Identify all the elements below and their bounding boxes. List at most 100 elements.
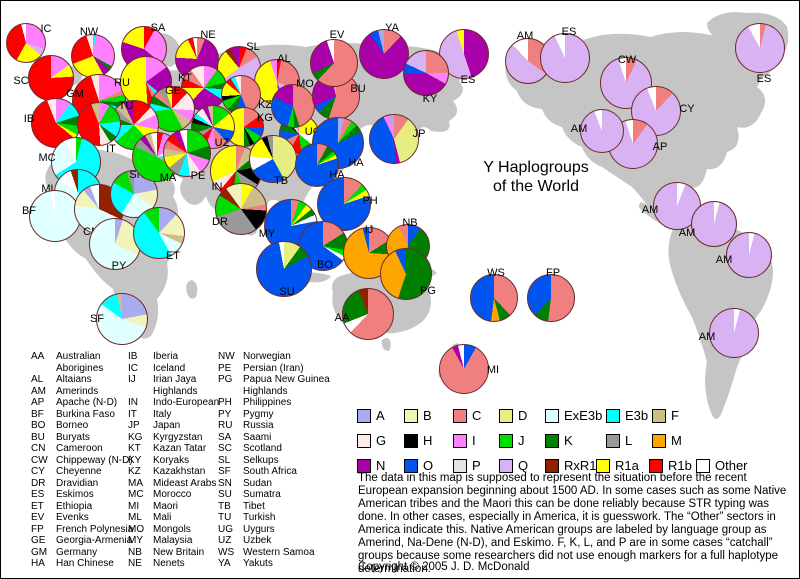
pie-label-BU: BU [350,83,366,95]
abbrev-IN: IN Indo-European [128,397,220,409]
pie-MO [271,84,315,128]
pie-FP [527,274,575,322]
legend-swatch-I [453,433,467,448]
abbrev-name: Indo-European [153,397,220,408]
abbrev-name: Tibet [243,500,265,512]
haplogroup-legend: A B C D ExE3b E3b F G H I J K L M N O P Q RxR1 R1a R1b Other [357,403,748,478]
abbrev-code: BU [31,431,45,443]
abbrev-name: Cameroon [56,443,103,454]
pie-label-JP: JP [412,128,426,140]
abbrev-code: IJ [128,374,136,385]
abbrev-name: Sudan [243,477,272,489]
legend-item-D: D [499,408,545,423]
abbrev-UZ: UZ Uzbek [218,535,343,547]
pie-label-KG: KG [257,112,273,124]
abbrev-code: SC [218,443,232,454]
pie-AM-brazil [726,232,772,278]
abbrev-name: Iberia [153,351,179,362]
abbrev-code: AA [31,351,45,362]
legend-label-R1b: R1b [668,458,692,473]
legend-swatch-C [453,408,467,423]
abbrev-MA: MA Mideast Arabs [128,478,220,490]
legend-label-F: F [671,408,679,423]
abbrev-BO: BO Borneo [31,420,141,432]
pie-label-KY: KY [422,93,438,105]
abbrev-name: Irian Jaya Highlands [153,374,198,397]
pie-label-RU: RU [114,77,130,89]
abbrev-code: MO [128,523,145,535]
abbrev-PH: PH Philippines [218,397,343,409]
abbrev-TU: TU Turkish [218,512,343,524]
legend-swatch-A [357,408,371,423]
abbrev-code: SU [218,489,232,500]
abbrev-code: MI [128,500,140,512]
legend-item-O: O [404,458,453,473]
abbrev-HA: HA Han Chinese [31,558,141,570]
pie-label-FP: FP [545,267,561,279]
legend-swatch-RxR1 [545,458,559,473]
legend-swatch-R1b [649,458,663,473]
abbrev-name: Ethiopia [56,500,93,512]
abbrev-name: Malaysia [153,535,193,546]
pie-label-PH: PH [362,195,378,207]
abbrev-KZ: KZ Kazakhstan [128,466,220,478]
abbreviation-list-col3: NW Norwegian PE Persian (Iran) PG Papua New G… [218,351,343,570]
abbrev-name: Evenks [56,512,89,523]
legend-label-L: L [625,433,633,448]
pie-label-ES-siberia: ES [460,74,476,86]
pie-label-WS: WS [487,267,505,279]
pie-label-IC: IC [40,23,52,35]
pie-YA [359,29,409,79]
abbrev-name: New Britain [153,546,205,558]
pie-label-AM-argentina: AM [698,331,716,343]
legend-item-M: M [652,433,698,448]
abbrev-DR: DR Dravidian [31,478,141,490]
pie-ES-greenland [735,23,785,73]
abbrev-IJ: IJ Irian Jaya Highlands [128,374,220,397]
pie-label-HA-north: HA [348,157,364,169]
copyright-text: Copyright © 2005 J. D. McDonald [358,561,530,573]
abbrev-name: French Polynesia [56,523,134,535]
legend-swatch-N [357,458,371,473]
abbrev-SU: SU Sumatra [218,489,343,501]
pie-label-PY: PY [111,260,127,272]
abbrev-code: YA [218,558,231,569]
legend-item-G: G [357,433,404,448]
pie-label-MC: MC [38,152,56,164]
abbrev-name: Apache (N-D) [56,397,118,408]
abbrev-code: MC [128,489,144,500]
pie-AM-venezuela [691,201,737,247]
pie-label-SF: SF [89,313,105,325]
abbrev-GM: GM Germany [31,547,141,559]
abbrev-code: DR [31,477,46,489]
legend-swatch-O [404,458,418,473]
abbrev-code: IC [128,362,138,374]
pie-ET [133,207,185,259]
legend-swatch-R1a [596,458,610,473]
pie-label-BO: BO [317,259,333,271]
pie-label-AA: AA [334,312,350,324]
abbrev-RU: RU Russia [218,420,343,432]
pie-label-GE: GE [165,85,181,97]
abbrev-SC: SC Scotland [218,443,343,455]
pie-label-CW: CW [617,54,637,66]
legend-item-F: F [652,408,698,423]
abbrev-code: NE [128,558,142,569]
abbrev-name: Australian Aborigines [56,351,104,374]
abbrev-code: KG [128,431,143,443]
abbrev-name: Altaians [56,374,92,385]
abbrev-AP: AP Apache (N-D) [31,397,141,409]
abbrev-name: Kazakhstan [153,466,206,477]
abbrev-name: Selkups [243,454,279,466]
pie-label-IN: IN [211,181,223,193]
pie-label-SA: SA [150,22,166,34]
abbrev-name: Mideast Arabs [153,477,217,489]
abbrev-KG: KG Kyrgyzstan [128,432,220,444]
legend-label-I: I [472,433,476,448]
abbrev-ET: ET Ethiopia [31,501,141,513]
abbrev-AM: AM Amerinds [31,386,141,398]
pie-label-ES-alaska: ES [561,26,577,38]
abbrev-NW: NW Norwegian [218,351,343,363]
pie-KZ [221,75,261,115]
legend-label-B: B [423,408,432,423]
